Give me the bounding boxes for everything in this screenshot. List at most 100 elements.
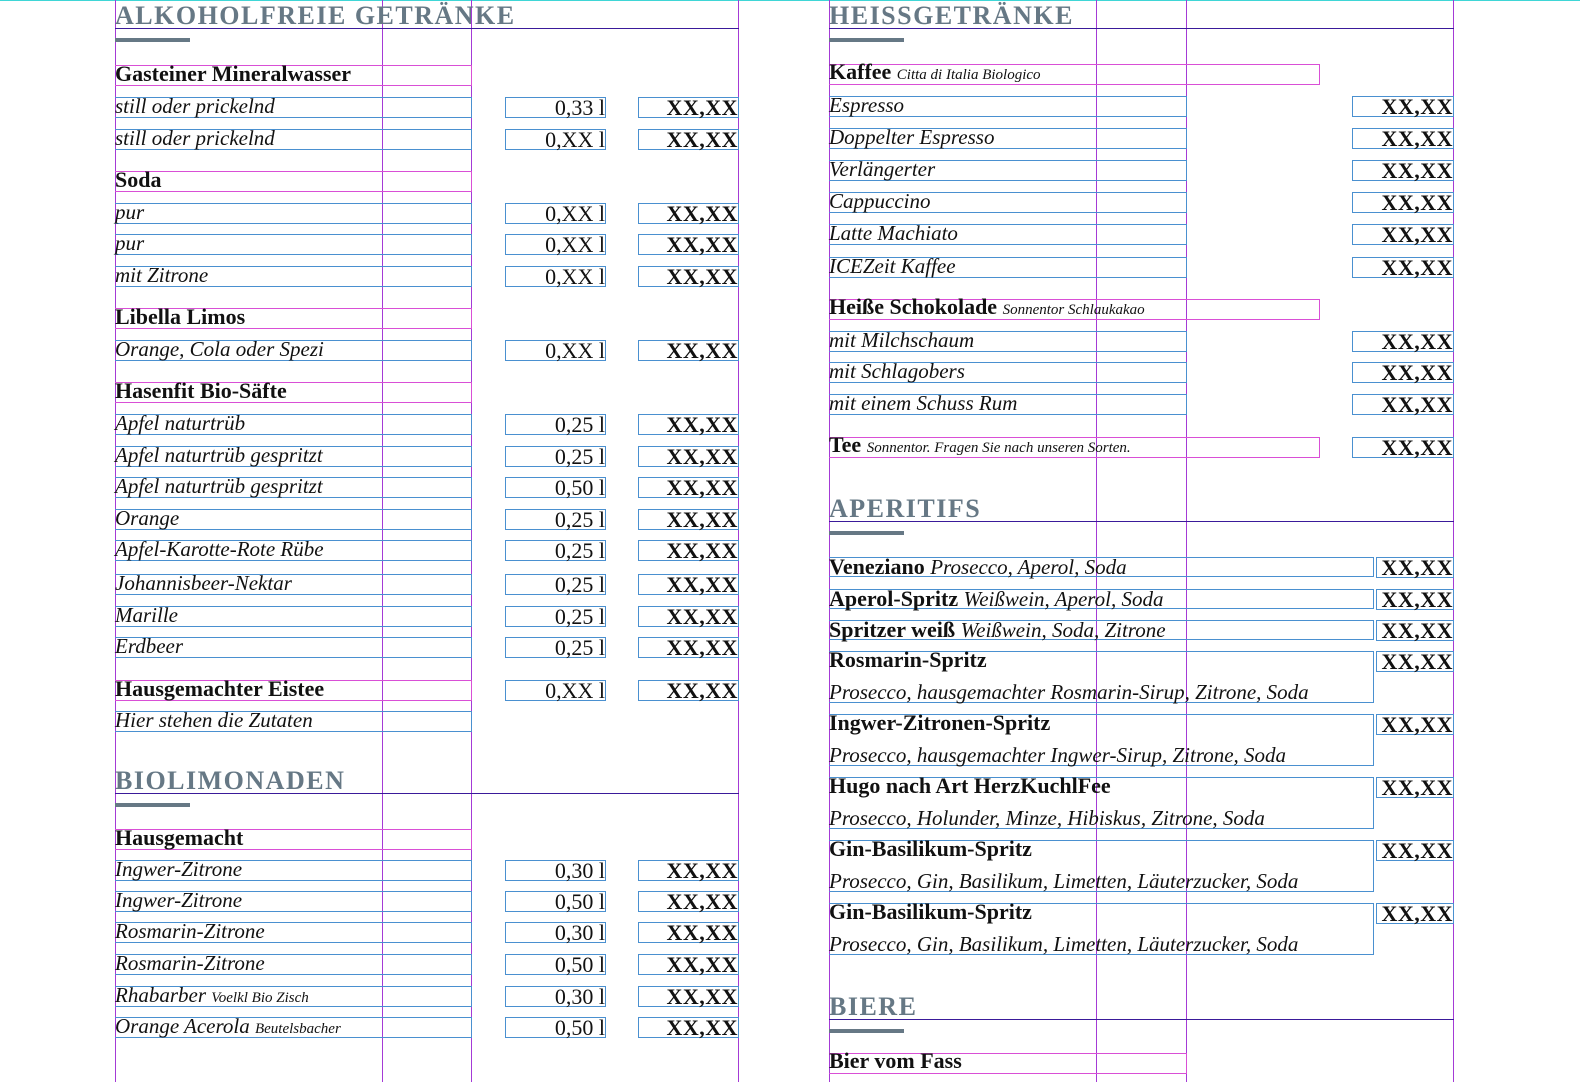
item-frame[interactable]: [115, 606, 472, 627]
item-frame[interactable]: [115, 203, 472, 224]
item-frame[interactable]: [829, 160, 1187, 181]
item-frame[interactable]: [115, 446, 472, 467]
group-heading-frame[interactable]: [115, 680, 472, 701]
item-frame[interactable]: [829, 96, 1187, 117]
price-frame[interactable]: [1376, 777, 1454, 798]
volume-frame[interactable]: [505, 637, 606, 658]
price-frame[interactable]: [1376, 620, 1454, 641]
drink-frame[interactable]: [829, 651, 1374, 703]
price-frame[interactable]: [638, 574, 739, 595]
price-frame[interactable]: [1376, 903, 1454, 924]
volume-frame[interactable]: [505, 986, 606, 1007]
drink-frame[interactable]: [829, 620, 1374, 640]
volume-frame[interactable]: [505, 954, 606, 975]
volume-frame[interactable]: [505, 234, 606, 255]
volume-frame[interactable]: [505, 97, 606, 118]
volume-frame[interactable]: [505, 477, 606, 498]
item-frame[interactable]: [829, 257, 1187, 278]
item-frame[interactable]: [115, 637, 472, 658]
price-frame[interactable]: [1376, 589, 1454, 610]
item-frame[interactable]: [115, 922, 472, 943]
volume-frame[interactable]: [505, 414, 606, 435]
price-frame[interactable]: [1352, 362, 1454, 383]
price-frame[interactable]: [638, 680, 739, 701]
item-frame[interactable]: [115, 574, 472, 595]
item-frame[interactable]: [829, 224, 1187, 245]
price-frame[interactable]: [1352, 257, 1454, 278]
group-heading-frame[interactable]: [115, 65, 472, 86]
price-frame[interactable]: [638, 1017, 739, 1038]
item-frame[interactable]: [115, 891, 472, 912]
volume-frame[interactable]: [505, 891, 606, 912]
price-frame[interactable]: [638, 922, 739, 943]
item-frame[interactable]: [115, 1017, 472, 1038]
group-heading-frame[interactable]: [829, 64, 1320, 85]
group-heading-frame[interactable]: [115, 171, 472, 192]
price-frame[interactable]: [638, 340, 739, 361]
price-frame[interactable]: [638, 540, 739, 561]
item-frame[interactable]: [115, 234, 472, 255]
item-frame[interactable]: [115, 340, 472, 361]
price-frame[interactable]: [1352, 160, 1454, 181]
price-frame[interactable]: [1352, 96, 1454, 117]
drink-frame[interactable]: [829, 903, 1374, 955]
price-frame[interactable]: [638, 414, 739, 435]
item-frame[interactable]: [115, 860, 472, 881]
item-frame[interactable]: [115, 954, 472, 975]
price-frame[interactable]: [638, 446, 739, 467]
volume-frame[interactable]: [505, 203, 606, 224]
drink-frame[interactable]: [829, 840, 1374, 892]
volume-frame[interactable]: [505, 540, 606, 561]
price-frame[interactable]: [1376, 651, 1454, 672]
price-frame[interactable]: [638, 509, 739, 530]
group-heading-frame[interactable]: [115, 308, 472, 329]
price-frame[interactable]: [1376, 714, 1454, 735]
price-frame[interactable]: [1352, 224, 1454, 245]
group-heading-frame[interactable]: [829, 1053, 1187, 1074]
price-frame[interactable]: [1352, 192, 1454, 213]
price-frame[interactable]: [638, 891, 739, 912]
volume-frame[interactable]: [505, 922, 606, 943]
drink-frame[interactable]: [829, 589, 1374, 609]
price-frame[interactable]: [1352, 128, 1454, 149]
item-frame[interactable]: [115, 509, 472, 530]
item-frame[interactable]: [829, 362, 1187, 383]
price-frame[interactable]: [1352, 394, 1454, 415]
price-frame[interactable]: [638, 203, 739, 224]
item-frame[interactable]: [115, 540, 472, 561]
volume-frame[interactable]: [505, 446, 606, 467]
volume-frame[interactable]: [505, 574, 606, 595]
item-frame[interactable]: [115, 711, 472, 732]
price-frame[interactable]: [1376, 557, 1454, 578]
volume-frame[interactable]: [505, 606, 606, 627]
price-frame[interactable]: [638, 606, 739, 627]
group-heading-frame[interactable]: [829, 437, 1320, 458]
price-frame[interactable]: [638, 986, 739, 1007]
volume-frame[interactable]: [505, 860, 606, 881]
drink-frame[interactable]: [829, 714, 1374, 766]
volume-frame[interactable]: [505, 680, 606, 701]
item-frame[interactable]: [115, 97, 472, 118]
volume-frame[interactable]: [505, 509, 606, 530]
group-heading-frame[interactable]: [829, 299, 1320, 320]
item-frame[interactable]: [829, 128, 1187, 149]
price-frame[interactable]: [638, 860, 739, 881]
volume-frame[interactable]: [505, 1017, 606, 1038]
drink-frame[interactable]: [829, 557, 1374, 577]
group-heading-frame[interactable]: [115, 382, 472, 403]
price-frame[interactable]: [1352, 437, 1454, 458]
price-frame[interactable]: [1352, 331, 1454, 352]
item-frame[interactable]: [115, 986, 472, 1007]
item-frame[interactable]: [829, 331, 1187, 352]
drink-frame[interactable]: [829, 777, 1374, 829]
item-frame[interactable]: [829, 394, 1187, 415]
item-frame[interactable]: [115, 414, 472, 435]
item-frame[interactable]: [115, 477, 472, 498]
group-heading-frame[interactable]: [115, 829, 472, 850]
price-frame[interactable]: [638, 234, 739, 255]
price-frame[interactable]: [638, 477, 739, 498]
price-frame[interactable]: [638, 954, 739, 975]
volume-frame[interactable]: [505, 340, 606, 361]
volume-frame[interactable]: [505, 129, 606, 150]
volume-frame[interactable]: [505, 266, 606, 287]
